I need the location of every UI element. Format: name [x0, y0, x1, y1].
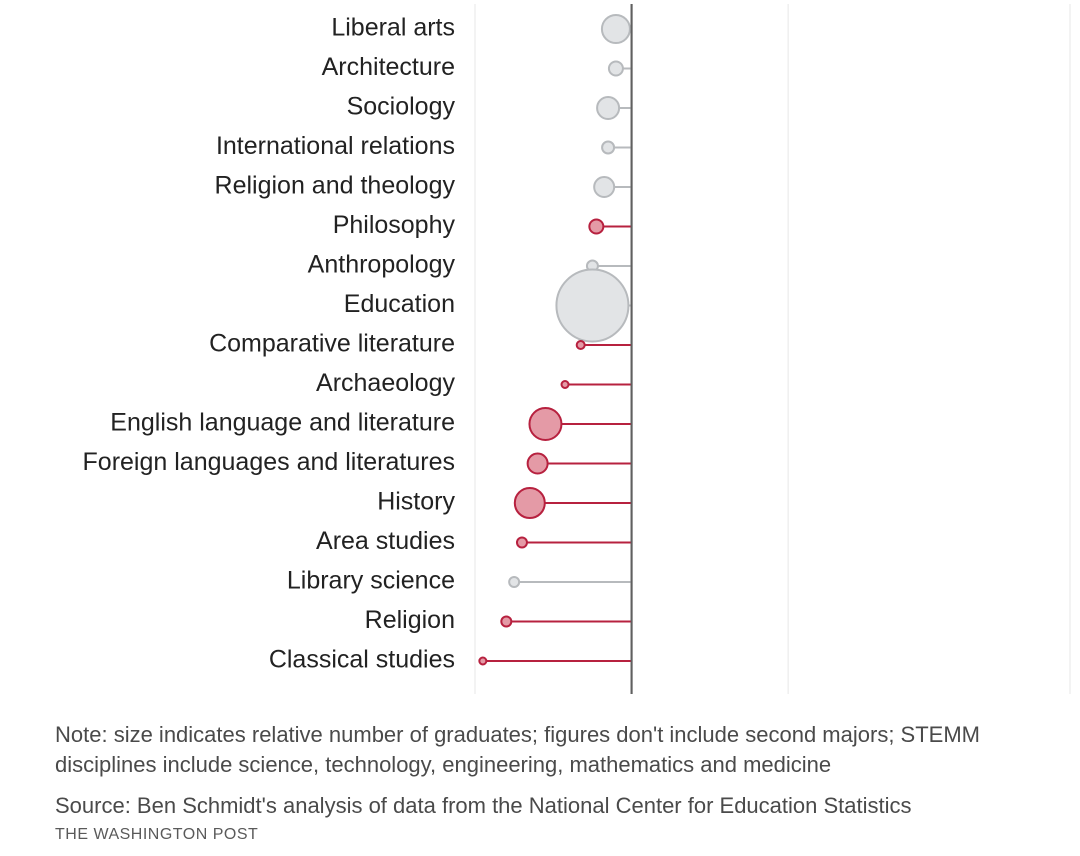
row-marker: [594, 177, 614, 197]
row-marker: [609, 62, 623, 76]
row-marker: [589, 220, 603, 234]
row-label: Archaeology: [316, 369, 455, 397]
row-label: Anthropology: [308, 251, 456, 279]
row-label: Philosophy: [333, 211, 456, 239]
row-label: Classical studies: [269, 646, 455, 674]
row-marker: [597, 97, 619, 119]
row-marker: [515, 488, 545, 518]
row-label: Sociology: [347, 93, 456, 121]
row-marker: [602, 15, 630, 43]
row-label: Religion: [365, 606, 455, 634]
row-label: Education: [344, 290, 455, 318]
row-marker: [602, 142, 614, 154]
row-marker: [562, 381, 569, 388]
row-marker: [556, 270, 628, 342]
row-label: Foreign languages and literatures: [83, 448, 455, 476]
row-marker: [509, 577, 519, 587]
lollipop-chart: Liberal arts Architecture Sociology Interna…: [0, 4, 1080, 694]
row-label: History: [377, 488, 455, 516]
row-label: International relations: [216, 132, 455, 160]
row-label: Religion and theology: [215, 172, 456, 200]
chart-footer: Note: size indicates relative number of …: [55, 720, 1025, 844]
chart-note: Note: size indicates relative number of …: [55, 720, 1025, 780]
row-marker: [529, 408, 561, 440]
row-label: English language and literature: [110, 409, 455, 437]
chart-source: Source: Ben Schmidt's analysis of data f…: [55, 792, 1025, 820]
row-marker: [517, 538, 527, 548]
row-label: Comparative literature: [209, 330, 455, 358]
row-label: Liberal arts: [331, 14, 455, 42]
row-label: Area studies: [316, 527, 455, 555]
chart-container: Liberal arts Architecture Sociology Interna…: [0, 0, 1080, 856]
row-label: Library science: [287, 567, 455, 595]
chart-credit: THE WASHINGTON POST: [55, 826, 1025, 844]
row-marker: [479, 658, 486, 665]
row-marker: [501, 617, 511, 627]
row-marker: [577, 341, 585, 349]
row-label: Architecture: [322, 53, 455, 81]
row-marker: [528, 454, 548, 474]
